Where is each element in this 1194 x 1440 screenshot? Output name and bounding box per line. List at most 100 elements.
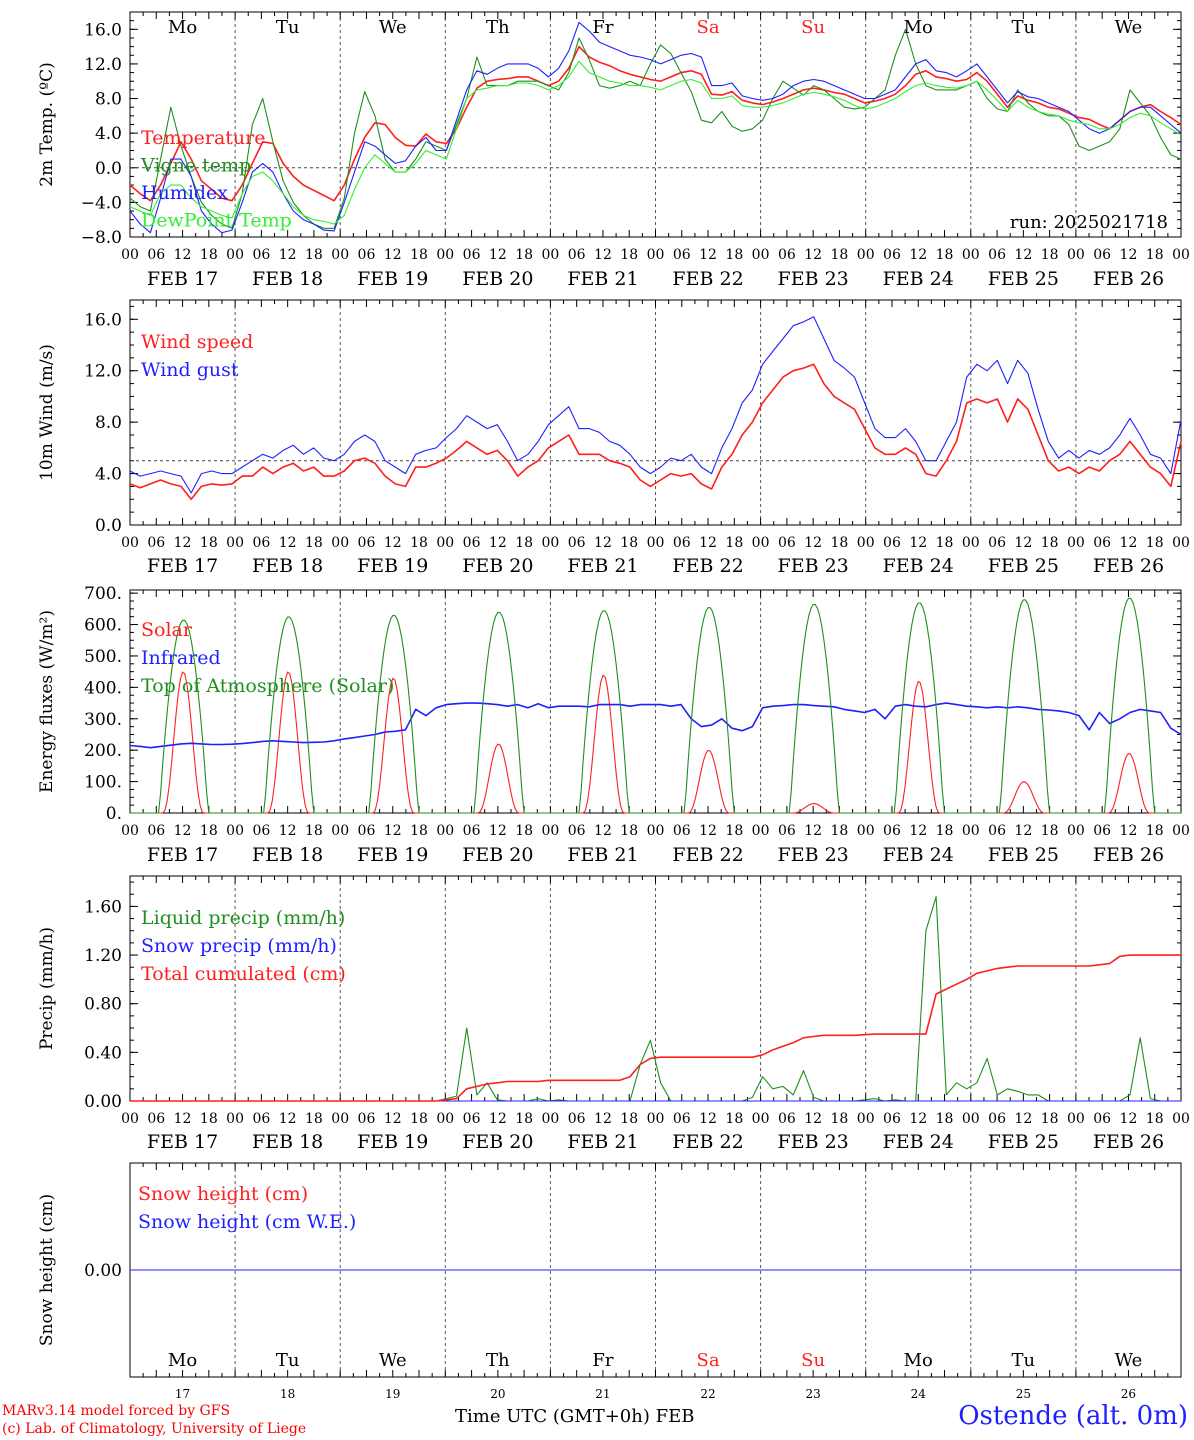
y-tick-label: 300. xyxy=(84,710,122,730)
series-line-1-3 xyxy=(129,21,1182,234)
y-tick-label: 0.0 xyxy=(95,159,122,179)
station-name: Ostende (alt. 0m) xyxy=(958,1401,1188,1431)
hour-label: 12 xyxy=(384,823,402,839)
panel-4: 1.60 1.20 0.80 0.40 0.00 Precip (mm/h) Liquid … xyxy=(37,875,1190,1153)
hour-label: 18 xyxy=(936,247,954,263)
weekday-label: Sa xyxy=(697,17,720,38)
hour-label: 12 xyxy=(1120,1111,1138,1127)
hour-label: 18 xyxy=(725,823,743,839)
hour-label: 18 xyxy=(305,823,323,839)
hour-label: 12 xyxy=(594,1111,612,1127)
hour-label: 12 xyxy=(804,535,822,551)
date-label: FEB 23 xyxy=(778,555,849,577)
legend-entry: Wind gust xyxy=(141,359,239,381)
weekday-label: Tu xyxy=(276,17,300,38)
hour-label: 06 xyxy=(1093,535,1111,551)
hour-label: 06 xyxy=(1093,1111,1111,1127)
hour-label: 00 xyxy=(226,1111,244,1127)
hour-label: 18 xyxy=(515,1111,533,1127)
hour-label: 12 xyxy=(1120,535,1138,551)
hour-label: 00 xyxy=(121,823,139,839)
legend-entry: Total cumulated (cm) xyxy=(141,963,346,985)
hour-label: 06 xyxy=(778,247,796,263)
legend-entry: Snow height (cm) xyxy=(138,1183,308,1205)
date-label: FEB 18 xyxy=(252,1131,323,1153)
date-label: FEB 24 xyxy=(883,1131,954,1153)
hour-label: 12 xyxy=(489,1111,507,1127)
date-label: FEB 21 xyxy=(567,1131,638,1153)
date-label: FEB 24 xyxy=(883,268,954,290)
panel-1: 16.0 12.0 8.0 4.0 0.0 −4.0 −8.0 2m Temp. (ºC) Te… xyxy=(37,11,1190,290)
hour-label: 18 xyxy=(831,823,849,839)
hour-label: 00 xyxy=(752,535,770,551)
hour-label: 00 xyxy=(226,823,244,839)
hour-label: 00 xyxy=(226,247,244,263)
hour-label: 00 xyxy=(331,535,349,551)
legend-entry: Infrared xyxy=(141,647,221,669)
hour-label: 00 xyxy=(962,247,980,263)
date-label: FEB 18 xyxy=(252,555,323,577)
day-number-label: 24 xyxy=(911,1387,927,1400)
hour-label: 18 xyxy=(515,247,533,263)
hour-label: 00 xyxy=(962,823,980,839)
day-number-label: 18 xyxy=(280,1387,295,1400)
hour-label: 18 xyxy=(725,1111,743,1127)
hour-label: 12 xyxy=(279,535,297,551)
weekday-label: Tu xyxy=(1012,17,1036,38)
date-label: FEB 20 xyxy=(462,844,533,866)
weekday-label: We xyxy=(1115,1350,1143,1371)
hour-label: 18 xyxy=(725,535,743,551)
legend-entry: Snow precip (mm/h) xyxy=(141,935,337,957)
legend-entry: Wind speed xyxy=(141,331,253,353)
y-tick-label: 12.0 xyxy=(84,55,122,75)
hour-label: 00 xyxy=(1172,535,1190,551)
y-tick-label: 0.00 xyxy=(84,1261,122,1281)
hour-label: 18 xyxy=(620,823,638,839)
weekday-label: Mo xyxy=(904,1350,933,1371)
y-tick-label: 4.0 xyxy=(95,465,122,485)
hour-label: 00 xyxy=(1067,535,1085,551)
hour-label: 12 xyxy=(489,247,507,263)
hour-label: 06 xyxy=(673,535,691,551)
legend-entry: Top of Atmosphere (Solar) xyxy=(141,675,394,697)
hour-label: 18 xyxy=(1041,535,1059,551)
hour-label: 00 xyxy=(752,823,770,839)
weekday-label: Sa xyxy=(697,1350,720,1371)
hour-label: 00 xyxy=(436,247,454,263)
hour-label: 18 xyxy=(620,247,638,263)
hour-label: 18 xyxy=(936,1111,954,1127)
hour-label: 06 xyxy=(358,247,376,263)
hour-label: 12 xyxy=(1120,247,1138,263)
hour-label: 18 xyxy=(1146,247,1164,263)
hour-label: 00 xyxy=(541,823,559,839)
hour-label: 18 xyxy=(936,535,954,551)
date-label: FEB 24 xyxy=(883,844,954,866)
hour-label: 18 xyxy=(1146,1111,1164,1127)
hour-label: 12 xyxy=(594,247,612,263)
date-label: FEB 22 xyxy=(672,268,743,290)
hour-label: 18 xyxy=(620,1111,638,1127)
hour-label: 06 xyxy=(147,823,165,839)
y-tick-label: 16.0 xyxy=(84,20,122,40)
date-label: FEB 22 xyxy=(672,844,743,866)
date-label: FEB 25 xyxy=(988,268,1059,290)
hour-label: 00 xyxy=(752,247,770,263)
day-number-label: 26 xyxy=(1121,1387,1136,1400)
date-label: FEB 26 xyxy=(1093,844,1164,866)
date-label: FEB 19 xyxy=(357,555,428,577)
hour-label: 00 xyxy=(436,535,454,551)
hour-label: 18 xyxy=(1041,823,1059,839)
hour-label: 18 xyxy=(620,535,638,551)
hour-label: 18 xyxy=(725,247,743,263)
hour-label: 18 xyxy=(410,823,428,839)
y-axis-label: Energy fluxes (W/m²) xyxy=(37,610,57,793)
hour-label: 00 xyxy=(857,247,875,263)
hour-label: 06 xyxy=(252,1111,270,1127)
date-label: FEB 22 xyxy=(672,1131,743,1153)
hour-label: 06 xyxy=(147,1111,165,1127)
y-tick-label: 16.0 xyxy=(84,310,122,330)
hour-label: 00 xyxy=(1172,247,1190,263)
date-label: FEB 17 xyxy=(147,268,218,290)
hour-label: 18 xyxy=(1146,823,1164,839)
hour-label: 00 xyxy=(857,823,875,839)
